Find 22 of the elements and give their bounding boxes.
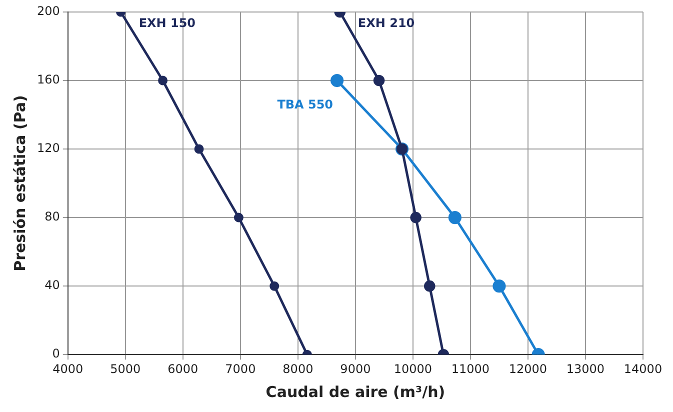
- series-label: EXH 150: [138, 16, 196, 30]
- x-tick-label: 13000: [566, 362, 605, 376]
- series-label: EXH 210: [358, 16, 415, 30]
- x-tick-label: 14000: [624, 362, 662, 376]
- y-axis-title: Presión estática (Pa): [10, 95, 29, 272]
- y-tick-label: 120: [37, 141, 60, 156]
- x-axis-title: Caudal de aire (m³/h): [266, 382, 446, 401]
- y-tick-label: 200: [37, 4, 60, 18]
- x-tick-label: 12000: [508, 362, 548, 376]
- series-label: TBA 550: [277, 98, 334, 112]
- y-tick-label: 80: [44, 210, 60, 224]
- y-tick-label: 0: [52, 346, 60, 361]
- x-tick-label: 11000: [451, 362, 490, 376]
- x-tick-label: 9000: [340, 362, 371, 376]
- x-tick-label: 7000: [225, 362, 256, 376]
- y-tick-label: 160: [37, 72, 60, 87]
- x-tick-label: 10000: [394, 362, 432, 376]
- x-tick-label: 6000: [168, 362, 198, 376]
- x-tick-label: 4000: [52, 362, 84, 376]
- x-tick-label: 5000: [110, 362, 141, 376]
- y-tick-label: 40: [44, 278, 60, 292]
- x-tick-label: 8000: [282, 362, 314, 376]
